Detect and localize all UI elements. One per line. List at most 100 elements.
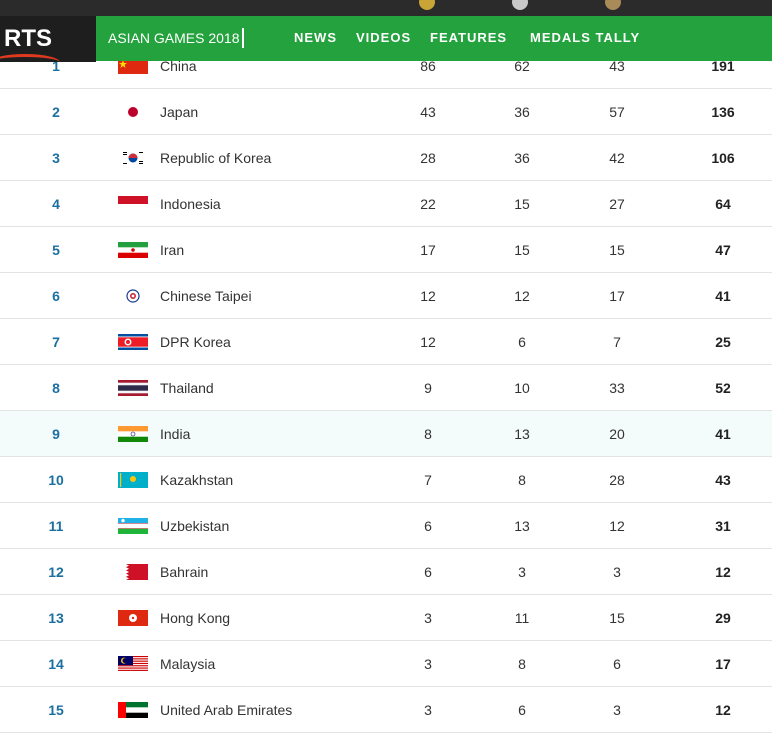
bronze-count: 27 [609, 196, 625, 212]
bronze-count: 3 [613, 564, 621, 580]
rank-cell: 8 [52, 380, 60, 396]
china-flag-icon [118, 58, 148, 74]
rank-cell: 12 [48, 564, 64, 580]
table-row[interactable]: 11 Uzbekistan 6 13 12 31 [0, 503, 772, 549]
event-title[interactable]: ASIAN GAMES 2018 [108, 30, 240, 46]
kazakhstan-flag-icon [118, 472, 148, 488]
silver-medal-icon [510, 0, 530, 16]
rank-cell: 10 [48, 472, 64, 488]
table-row[interactable]: 4 Indonesia 22 15 27 64 [0, 181, 772, 227]
rank-cell: 7 [52, 334, 60, 350]
country-name[interactable]: Chinese Taipei [160, 288, 252, 304]
table-row[interactable]: 13 Hong Kong 3 11 15 29 [0, 595, 772, 641]
total-count: 41 [715, 426, 731, 442]
nav-link-features[interactable]: FEATURES [430, 30, 508, 45]
table-row[interactable]: 2 Japan 43 36 57 136 [0, 89, 772, 135]
gold-count: 9 [424, 380, 432, 396]
gold-count: 6 [424, 564, 432, 580]
malaysia-flag-icon [118, 656, 148, 672]
country-name[interactable]: Hong Kong [160, 610, 231, 626]
rank-cell: 11 [48, 518, 64, 534]
total-count: 17 [715, 656, 731, 672]
country-name[interactable]: DPR Korea [160, 334, 231, 350]
table-row[interactable]: 5 Iran 17 15 15 47 [0, 227, 772, 273]
silver-count: 8 [518, 656, 526, 672]
country-name[interactable]: Japan [160, 104, 199, 120]
silver-count: 62 [514, 58, 530, 74]
table-row[interactable]: 3 Republic of Korea 28 36 42 106 [0, 135, 772, 181]
gold-count: 6 [424, 518, 432, 534]
gold-count: 8 [424, 426, 432, 442]
silver-count: 36 [514, 104, 530, 120]
table-row[interactable]: 14 Malaysia 3 8 6 17 [0, 641, 772, 687]
rank-cell: 6 [52, 288, 60, 304]
table-row[interactable]: 9 India 8 13 20 41 [0, 411, 772, 457]
gold-count: 3 [424, 702, 432, 718]
table-row[interactable]: 10 Kazakhstan 7 8 28 43 [0, 457, 772, 503]
table-row[interactable]: 1 China 86 62 43 191 [0, 43, 772, 89]
rank-cell: 13 [48, 610, 64, 626]
gold-count: 7 [424, 472, 432, 488]
country-name[interactable]: Uzbekistan [160, 518, 230, 534]
rank-cell: 3 [52, 150, 60, 166]
bronze-count: 33 [609, 380, 625, 396]
site-logo[interactable]: RTS [0, 16, 96, 62]
indonesia-flag-icon [118, 196, 148, 212]
uae-flag-icon [118, 702, 148, 718]
bronze-count: 28 [609, 472, 625, 488]
nav-link-news[interactable]: NEWS [294, 30, 337, 45]
india-flag-icon [118, 426, 148, 442]
silver-count: 13 [514, 518, 530, 534]
gold-medal-icon [417, 0, 437, 16]
total-count: 43 [715, 472, 731, 488]
silver-count: 15 [514, 196, 530, 212]
logo-swoosh [0, 54, 60, 62]
table-row[interactable]: 12 Bahrain 6 3 3 12 [0, 549, 772, 595]
silver-count: 10 [514, 380, 530, 396]
total-count: 52 [715, 380, 731, 396]
gold-count: 22 [420, 196, 436, 212]
nav-divider [242, 28, 244, 48]
country-name[interactable]: Thailand [160, 380, 214, 396]
country-name[interactable]: Bahrain [160, 564, 209, 580]
chinese-taipei-flag-icon [118, 288, 148, 304]
country-name[interactable]: Iran [160, 242, 185, 258]
silver-count: 12 [514, 288, 530, 304]
total-count: 106 [711, 150, 735, 166]
bronze-medal-icon [603, 0, 623, 16]
nav-bar: ASIAN GAMES 2018 NEWS VIDEOS FEATURES ME… [96, 16, 772, 61]
thailand-flag-icon [118, 380, 148, 396]
rank-cell: 4 [52, 196, 60, 212]
nav-link-videos[interactable]: VIDEOS [356, 30, 412, 45]
logo-text: RTS [4, 25, 52, 52]
table-row[interactable]: 15 United Arab Emirates 3 6 3 12 [0, 687, 772, 733]
country-name[interactable]: Indonesia [160, 196, 221, 212]
table-row[interactable]: 6 Chinese Taipei 12 12 17 41 [0, 273, 772, 319]
bronze-count: 12 [609, 518, 625, 534]
country-name[interactable]: Republic of Korea [160, 150, 272, 166]
total-count: 31 [715, 518, 731, 534]
country-name[interactable]: Malaysia [160, 656, 216, 672]
bronze-count: 43 [609, 58, 625, 74]
bronze-count: 7 [613, 334, 621, 350]
dpr-korea-flag-icon [118, 334, 148, 350]
gold-count: 3 [424, 656, 432, 672]
total-count: 136 [711, 104, 735, 120]
korea-flag-icon [118, 150, 148, 166]
table-row[interactable]: 7 DPR Korea 12 6 7 25 [0, 319, 772, 365]
nav-link-medals-tally[interactable]: MEDALS TALLY [530, 30, 641, 45]
total-count: 29 [715, 610, 731, 626]
gold-count: 28 [420, 150, 436, 166]
country-name[interactable]: China [160, 58, 197, 74]
total-count: 12 [715, 702, 731, 718]
uzbekistan-flag-icon [118, 518, 148, 534]
country-name[interactable]: United Arab Emirates [160, 702, 293, 718]
country-name[interactable]: Kazakhstan [160, 472, 234, 488]
total-count: 25 [715, 334, 731, 350]
country-name[interactable]: India [160, 426, 191, 442]
gold-count: 12 [420, 334, 436, 350]
silver-count: 15 [514, 242, 530, 258]
bronze-count: 3 [613, 702, 621, 718]
table-row[interactable]: 8 Thailand 9 10 33 52 [0, 365, 772, 411]
silver-count: 3 [518, 564, 526, 580]
